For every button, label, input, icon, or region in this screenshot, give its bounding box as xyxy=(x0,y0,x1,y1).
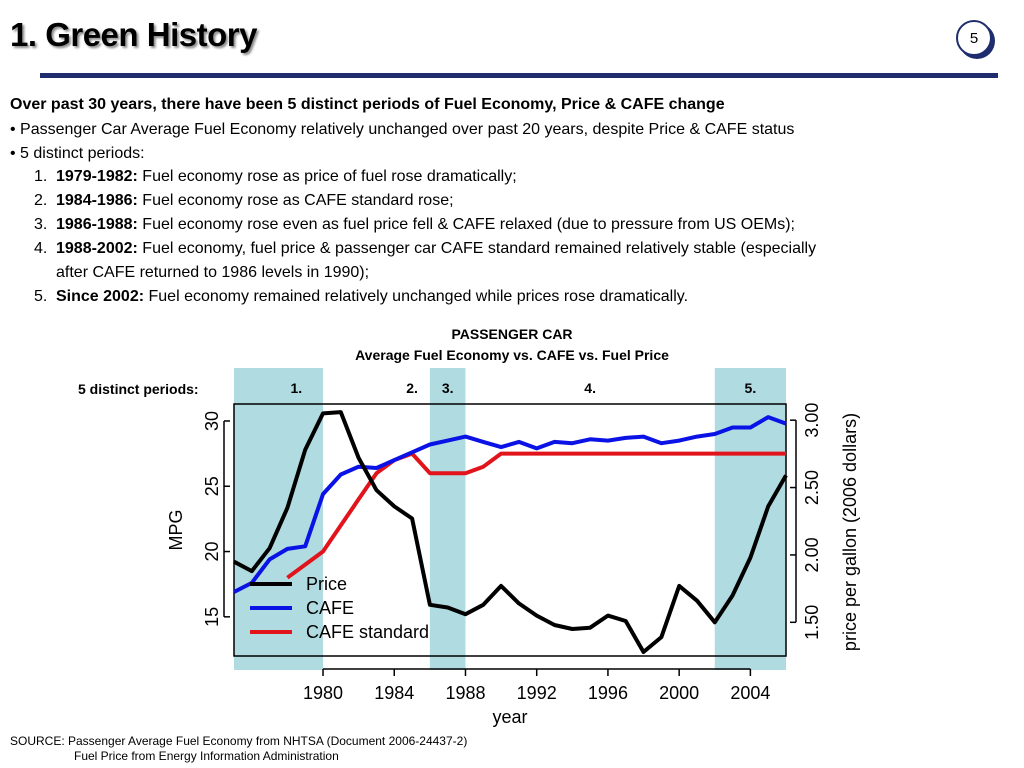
period-text: Fuel economy rose as CAFE standard rose; xyxy=(137,192,454,209)
period-number: 1. xyxy=(34,168,48,185)
period-band-label: 3. xyxy=(442,380,454,396)
period-label: 1986-1988: xyxy=(56,216,138,233)
x-tick-label: 2004 xyxy=(730,683,770,703)
chart-title: PASSENGER CAR xyxy=(451,326,573,342)
y2-tick-label: 2.00 xyxy=(802,537,822,572)
y2-tick-label: 2.50 xyxy=(802,470,822,505)
slide-title: 1. Green History xyxy=(10,16,257,53)
x-tick-label: 1992 xyxy=(517,683,557,703)
y2-tick-label: 1.50 xyxy=(802,605,822,640)
y-tick-label: 15 xyxy=(202,607,222,627)
period-band-label: 5. xyxy=(745,380,757,396)
period-text: Fuel economy, fuel price & passenger car… xyxy=(137,240,817,257)
plot-frame xyxy=(233,403,787,657)
periods-label: 5 distinct periods: xyxy=(78,381,199,397)
y2-tick-label: 3.00 xyxy=(802,403,822,438)
period-label: 1979-1982: xyxy=(56,168,138,185)
cafe-line xyxy=(233,415,787,594)
period-label: Since 2002: xyxy=(56,288,145,305)
bullet-fuel-economy: • Passenger Car Average Fuel Economy rel… xyxy=(10,121,795,138)
x-tick-label: 1984 xyxy=(374,683,414,703)
period-item-2: 2. 1984-1986: Fuel economy rose as CAFE s… xyxy=(34,189,1014,213)
y-tick-label: 30 xyxy=(202,411,222,431)
period-number: 5. xyxy=(34,288,48,305)
period-text-continued: after CAFE returned to 1986 levels in 19… xyxy=(56,264,370,281)
period-band xyxy=(429,368,466,670)
period-item-5: 5. Since 2002: Fuel economy remained rela… xyxy=(34,285,1014,309)
y-tick-label: 25 xyxy=(202,476,222,496)
source-line-1: SOURCE: Passenger Average Fuel Economy f… xyxy=(10,734,468,748)
period-item-4: 4. 1988-2002: Fuel economy, fuel price & … xyxy=(34,237,1014,285)
period-band xyxy=(234,368,324,670)
source-line-2: Fuel Price from Energy Information Admin… xyxy=(74,749,339,763)
x-axis-label: year xyxy=(492,707,527,727)
period-number: 2. xyxy=(34,192,48,209)
period-band-label: 4. xyxy=(584,380,596,396)
legend-label: CAFE standard xyxy=(306,622,429,642)
slide-heading: Over past 30 years, there have been 5 di… xyxy=(10,96,725,113)
x-tick-label: 2000 xyxy=(659,683,699,703)
period-item-1: 1. 1979-1982: Fuel economy rose as price … xyxy=(34,165,1014,189)
period-number: 3. xyxy=(34,216,48,233)
period-band xyxy=(714,368,786,670)
y2-axis-label: price per gallon (2006 dollars) xyxy=(840,413,860,651)
chart-subtitle: Average Fuel Economy vs. CAFE vs. Fuel P… xyxy=(355,347,669,363)
y-axis-label: MPG xyxy=(166,509,186,550)
source-note: SOURCE: Passenger Average Fuel Economy f… xyxy=(10,734,467,764)
period-band-label: 1. xyxy=(290,380,302,396)
period-band-label: 2. xyxy=(406,380,418,396)
period-text: Fuel economy rose as price of fuel rose … xyxy=(137,168,517,185)
x-tick-label: 1996 xyxy=(588,683,628,703)
x-tick-label: 1980 xyxy=(303,683,343,703)
period-label: 1988-2002: xyxy=(56,240,138,257)
period-item-3: 3. 1986-1988: Fuel economy rose even as f… xyxy=(34,213,1014,237)
legend-label: Price xyxy=(306,574,347,594)
legend-label: CAFE xyxy=(306,598,354,618)
page-number-badge: 5 xyxy=(956,20,992,56)
price-line xyxy=(233,410,788,654)
title-divider xyxy=(40,73,998,78)
period-text: Fuel economy remained relatively unchang… xyxy=(144,288,689,305)
period-text: Fuel economy rose even as fuel price fel… xyxy=(137,216,795,233)
y-tick-label: 20 xyxy=(202,542,222,562)
bullet-distinct-periods: • 5 distinct periods: xyxy=(10,145,145,162)
period-label: 1984-1986: xyxy=(56,192,138,209)
cafe-standard-line xyxy=(286,451,786,580)
period-number: 4. xyxy=(34,240,48,257)
x-tick-label: 1988 xyxy=(445,683,485,703)
